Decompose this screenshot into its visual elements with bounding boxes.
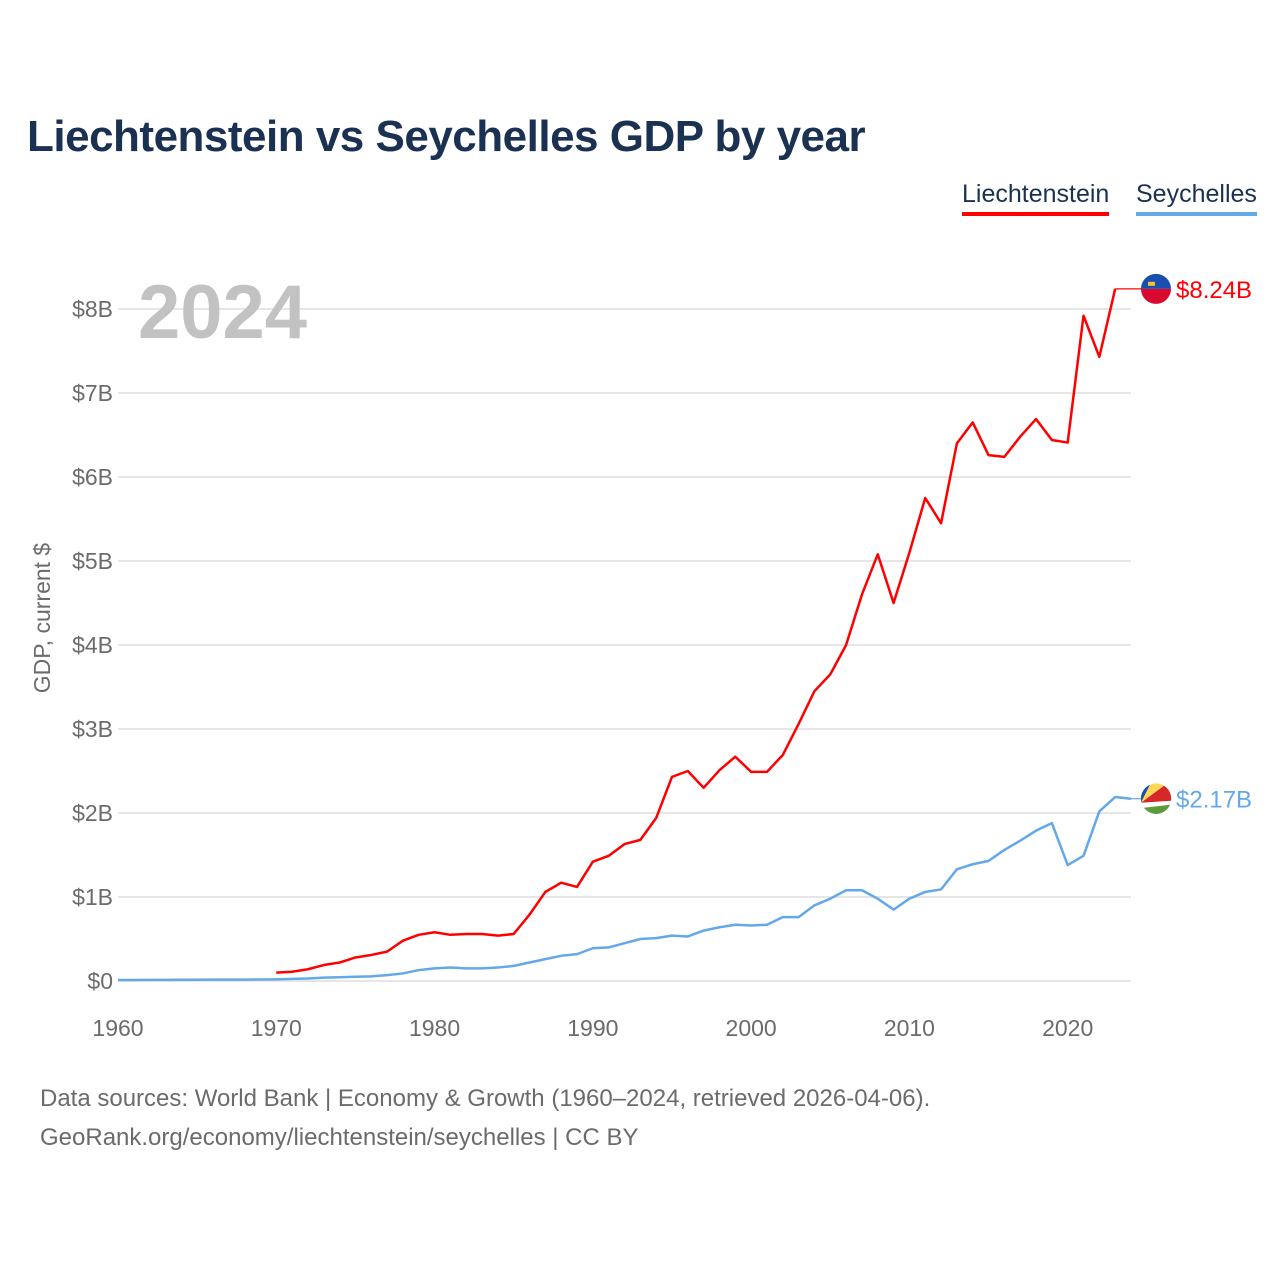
x-tick-label: 1980 [409, 1015, 460, 1041]
series-line-seychelles [118, 795, 1132, 982]
seychelles-flag-icon [1140, 783, 1172, 814]
legend-item-seychelles[interactable]: Seychelles [1136, 180, 1257, 216]
y-tick-label: $4B [72, 632, 113, 658]
x-tick-label: 2020 [1042, 1015, 1093, 1041]
flag-yellow [1141, 783, 1164, 803]
chart-title: Liechtenstein vs Seychelles GDP by year [27, 112, 866, 161]
x-tick-label: 2010 [884, 1015, 935, 1041]
x-tick-label: 1960 [92, 1015, 143, 1041]
x-tick-label: 2000 [726, 1015, 777, 1041]
y-tick-label: $5B [72, 548, 113, 574]
flag-top [1141, 273, 1171, 289]
end-value-label-liechtenstein: $8.24B [1176, 277, 1252, 304]
flag-blue [1140, 784, 1150, 803]
y-tick-label: $3B [72, 716, 113, 742]
flag-bottom [1141, 288, 1171, 304]
y-tick-label: $2B [72, 800, 113, 826]
legend-item-liechtenstein[interactable]: Liechtenstein [962, 180, 1110, 216]
year-label: 2024 [138, 270, 307, 355]
x-tick-label: 1970 [251, 1015, 302, 1041]
y-tick-label: $1B [72, 884, 113, 910]
y-tick-label: $6B [72, 464, 113, 490]
y-tick-label: $7B [72, 380, 113, 406]
y-tick-label: $8B [72, 296, 113, 322]
series-line-liechtenstein [276, 288, 1117, 974]
x-tick-label: 1990 [567, 1015, 618, 1041]
footer-sources: Data sources: World Bank | Economy & Gro… [40, 1085, 931, 1112]
y-tick-label: $0 [87, 968, 113, 994]
footer-attribution[interactable]: GeoRank.org/economy/liechtenstein/seyche… [40, 1124, 639, 1151]
y-axis-title: GDP, current $ [29, 543, 55, 694]
crown-icon [1148, 281, 1155, 286]
flag-red [1141, 785, 1172, 803]
end-value-label-seychelles: $2.17B [1176, 787, 1252, 814]
liechtenstein-flag-icon [1141, 273, 1171, 304]
flag-green [1144, 804, 1170, 814]
